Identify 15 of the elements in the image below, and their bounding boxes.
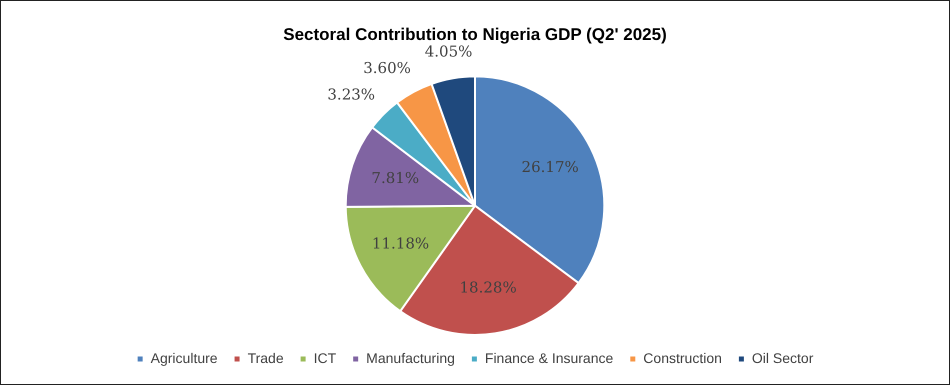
- legend-label: Agriculture: [150, 350, 218, 366]
- data-label: 26.17%: [522, 158, 579, 176]
- chart-title: Sectoral Contribution to Nigeria GDP (Q2' 2025): [283, 24, 667, 44]
- legend-label: Trade: [248, 350, 284, 366]
- legend-label: Construction: [643, 350, 722, 366]
- data-label: 4.05%: [424, 42, 472, 61]
- legend-label: Oil Sector: [752, 350, 814, 366]
- data-label: 3.23%: [327, 86, 376, 104]
- data-label: 18.28%: [459, 278, 517, 297]
- legend-label: Finance & Insurance: [484, 350, 614, 366]
- data-label: 11.18%: [372, 234, 430, 253]
- legend-label: Manufacturing: [366, 350, 455, 366]
- legend-label: ICT: [314, 350, 337, 366]
- data-label: 3.60%: [363, 59, 411, 78]
- data-label: 7.81%: [371, 169, 420, 188]
